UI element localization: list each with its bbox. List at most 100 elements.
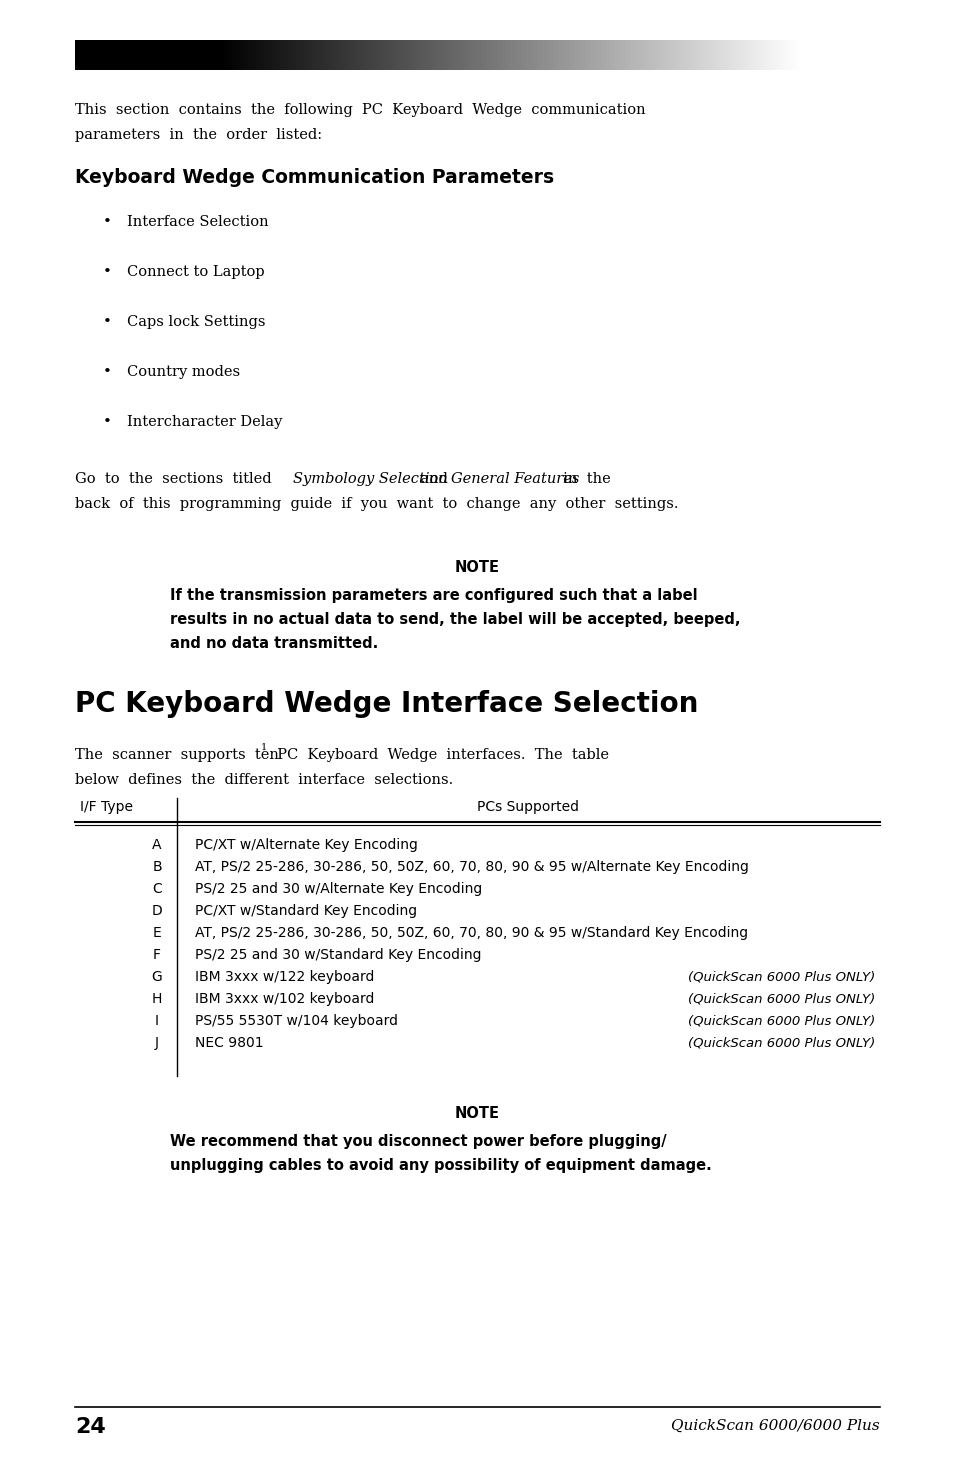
Bar [416,40,422,69]
Bar [349,40,354,69]
Bar [601,40,607,69]
Bar [875,40,880,69]
Bar [316,40,321,69]
Bar [827,40,832,69]
Text: •: • [103,364,112,379]
Text: A: A [152,838,162,853]
Bar [304,40,309,69]
Bar [469,40,474,69]
Text: in  the: in the [554,472,610,485]
Text: I/F Type: I/F Type [80,799,132,814]
Bar [139,40,144,69]
Bar [626,40,631,69]
Bar [746,40,751,69]
Text: We recommend that you disconnect power before plugging/: We recommend that you disconnect power b… [170,1134,666,1149]
Text: NEC 9801: NEC 9801 [194,1035,263,1050]
Bar [497,40,502,69]
Text: (QuickScan 6000 Plus ONLY): (QuickScan 6000 Plus ONLY) [687,993,874,1004]
Bar [152,40,156,69]
Bar [75,40,80,69]
Bar [549,40,555,69]
Bar [831,40,836,69]
Text: 24: 24 [75,1417,106,1437]
Bar [445,40,450,69]
Text: F: F [152,948,161,962]
Bar [674,40,679,69]
Bar [694,40,700,69]
Bar [477,40,482,69]
Bar [112,40,116,69]
Bar [485,40,490,69]
Bar [420,40,426,69]
Bar [103,40,108,69]
Bar [710,40,715,69]
Bar [642,40,647,69]
Bar [782,40,787,69]
Bar [91,40,96,69]
Bar [806,40,812,69]
Bar [224,40,229,69]
Text: H: H [152,993,162,1006]
Text: 1: 1 [261,743,267,752]
Bar [300,40,305,69]
Bar [235,40,241,69]
Bar [107,40,112,69]
Bar [456,40,462,69]
Bar [360,40,365,69]
Text: PS/2 25 and 30 w/Alternate Key Encoding: PS/2 25 and 30 w/Alternate Key Encoding [194,882,482,895]
Bar [690,40,695,69]
Bar [369,40,374,69]
Bar [779,40,783,69]
Text: parameters  in  the  order  listed:: parameters in the order listed: [75,128,322,142]
Bar [244,40,249,69]
Bar [396,40,401,69]
Bar [135,40,140,69]
Bar [545,40,551,69]
Bar [795,40,800,69]
Bar [409,40,414,69]
Text: •: • [103,266,112,279]
Bar [670,40,675,69]
Bar [208,40,213,69]
Bar [706,40,711,69]
Bar [762,40,767,69]
Text: (QuickScan 6000 Plus ONLY): (QuickScan 6000 Plus ONLY) [687,971,874,982]
Bar [594,40,598,69]
Text: Connect to Laptop: Connect to Laptop [127,266,264,279]
Bar [228,40,233,69]
Bar [855,40,860,69]
Bar [336,40,341,69]
Bar [252,40,257,69]
Bar [714,40,720,69]
Bar [123,40,129,69]
Bar [811,40,816,69]
Bar [280,40,285,69]
Bar [132,40,136,69]
Text: Symbology Selection: Symbology Selection [293,472,447,485]
Bar [501,40,506,69]
Bar [702,40,707,69]
Bar [686,40,691,69]
Bar [534,40,538,69]
Text: G: G [152,971,162,984]
Bar [461,40,466,69]
Bar [847,40,852,69]
Bar [115,40,120,69]
Text: •: • [103,316,112,329]
Text: If the transmission parameters are configured such that a label: If the transmission parameters are confi… [170,589,697,603]
Text: and no data transmitted.: and no data transmitted. [170,636,377,650]
Text: J: J [154,1035,159,1050]
Bar [441,40,446,69]
Bar [296,40,301,69]
Bar [867,40,872,69]
Bar [621,40,627,69]
Bar [666,40,671,69]
Bar [585,40,591,69]
Bar [175,40,180,69]
Text: IBM 3xxx w/102 keyboard: IBM 3xxx w/102 keyboard [194,993,374,1006]
Bar [320,40,325,69]
Text: (QuickScan 6000 Plus ONLY): (QuickScan 6000 Plus ONLY) [687,1035,874,1049]
Bar [630,40,635,69]
Bar [308,40,314,69]
Bar [248,40,253,69]
